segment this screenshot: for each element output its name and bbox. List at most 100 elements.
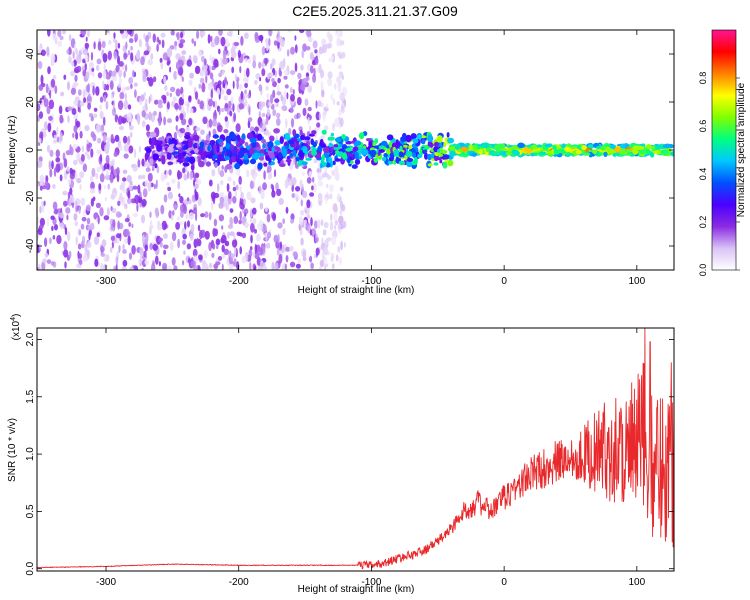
spectrogram-cell [238,178,242,183]
spectrogram-cell [261,61,265,68]
spectrogram-cell [71,61,75,67]
spectrogram-cell [118,125,124,131]
spectrogram-cell [213,58,219,68]
spectrogram-cell [275,102,279,108]
spectrogram-cell [178,59,184,68]
spectrogram-cell [100,252,106,257]
spectrogram-cell [175,72,178,78]
spectrogram-cell [587,144,595,149]
spectrogram-cell [218,48,221,55]
spectrogram-cell [308,256,312,263]
spectrogram-cell [446,132,450,138]
spectrogram-cell [329,136,335,141]
spectrogram-cell [123,153,129,159]
spectrogram-cell [283,90,287,99]
spectrogram-cell [54,85,58,94]
spectrogram-cell [331,122,336,131]
spectrogram-cell [137,115,141,125]
spectrogram-cell [116,233,121,239]
spectrogram-cell [94,258,99,267]
spectrogram-cell [81,30,87,36]
spectrogram-cell [99,173,105,183]
spectrogram-cell [158,261,161,267]
spectrogram-cell [289,152,294,158]
spectrogram-cell [282,218,286,225]
spectrogram-cell [264,129,269,136]
spectrogram-cell [652,150,661,155]
spectrogram-cell [313,158,318,164]
spectrogram-cell [126,112,132,123]
spectrogram-cell [252,217,257,225]
spectrogram-cell [387,160,393,165]
spectrogram-cell [224,240,230,247]
spectrogram-cell [117,212,123,218]
spectrogram-cell [186,197,190,202]
spectrogram-cell [354,158,361,165]
spectrogram-cell [471,144,478,148]
spectrogram-cell [156,144,163,152]
snr-xtick-label: 0 [501,577,507,588]
spectrogram-cell [221,263,224,270]
colorbar-tick-label: 0.6 [698,120,708,133]
spectrogram-cell [170,86,176,93]
spectrogram-cell [246,67,250,78]
spectrogram-cell [90,51,94,61]
spectrogram-cell [72,50,75,60]
spectrogram-cell [229,110,233,117]
spectrogram-cell [314,49,318,54]
spectrogram-cell [184,143,189,150]
spectrogram-cell [209,72,214,80]
spectrogram-cell [312,176,315,183]
spectrogram-cell [163,194,168,203]
spectrogram-cell [241,255,247,264]
spectrogram-cell [99,104,103,110]
spectrogram-cell [87,224,92,231]
spectrogram-cell [169,45,175,50]
spectrogram-cell [88,93,91,100]
spectrogram-cell [338,108,342,117]
spectrogram-cell [98,183,102,191]
spectrogram-cell [128,125,134,131]
spectrogram-cell [223,195,229,203]
spectrogram-cell [127,135,131,142]
spectrogram-cell [272,81,277,88]
spectrogram-cell [39,205,42,214]
spectrogram-cell [179,127,185,134]
spectrogram-cell [212,154,220,159]
spectrogram-cell [258,247,264,256]
spectrogram-cell [143,33,146,40]
spectrogram-cell [539,151,547,155]
spectrogram-cell [365,138,372,142]
spectrogram-cell [115,39,118,48]
spectrogram-cell [324,125,329,131]
spectrogram-cell [162,96,167,104]
spectrogram-cell [67,231,71,242]
spectrogram-cell [44,252,49,258]
spectrogram-cell [315,248,318,258]
spectrogram-cell [107,183,111,190]
spectrogram-cell [381,156,387,162]
spectrogram-cell [223,129,229,134]
spectrogram-cell [297,72,302,80]
spectrogram-cell [59,35,64,41]
spectrogram-cell [82,254,88,262]
spectrogram-cell [226,150,231,157]
spectrogram-cell [166,60,170,66]
spectrogram-cell [195,65,201,75]
spectrogram-cell [188,156,196,164]
spectrogram-cell [402,144,408,149]
spectrogram-cell [279,60,285,70]
spectrogram-cell [177,216,180,221]
spectrogram-cell [498,143,506,148]
spectrogram-cell [250,222,255,233]
spectrogram-cell [78,259,83,265]
spectrogram-cell [223,95,228,101]
spectrogram-cell [91,71,95,78]
spectrogram-cell [199,229,203,240]
spectrogram-cell [340,51,346,59]
spectrogram-cell [151,137,156,144]
spectrogram-cell [96,149,102,155]
snr-scale-factor: (x104) [10,314,22,341]
spectrogram-cell [265,116,269,123]
spectrogram-cell [155,179,158,189]
